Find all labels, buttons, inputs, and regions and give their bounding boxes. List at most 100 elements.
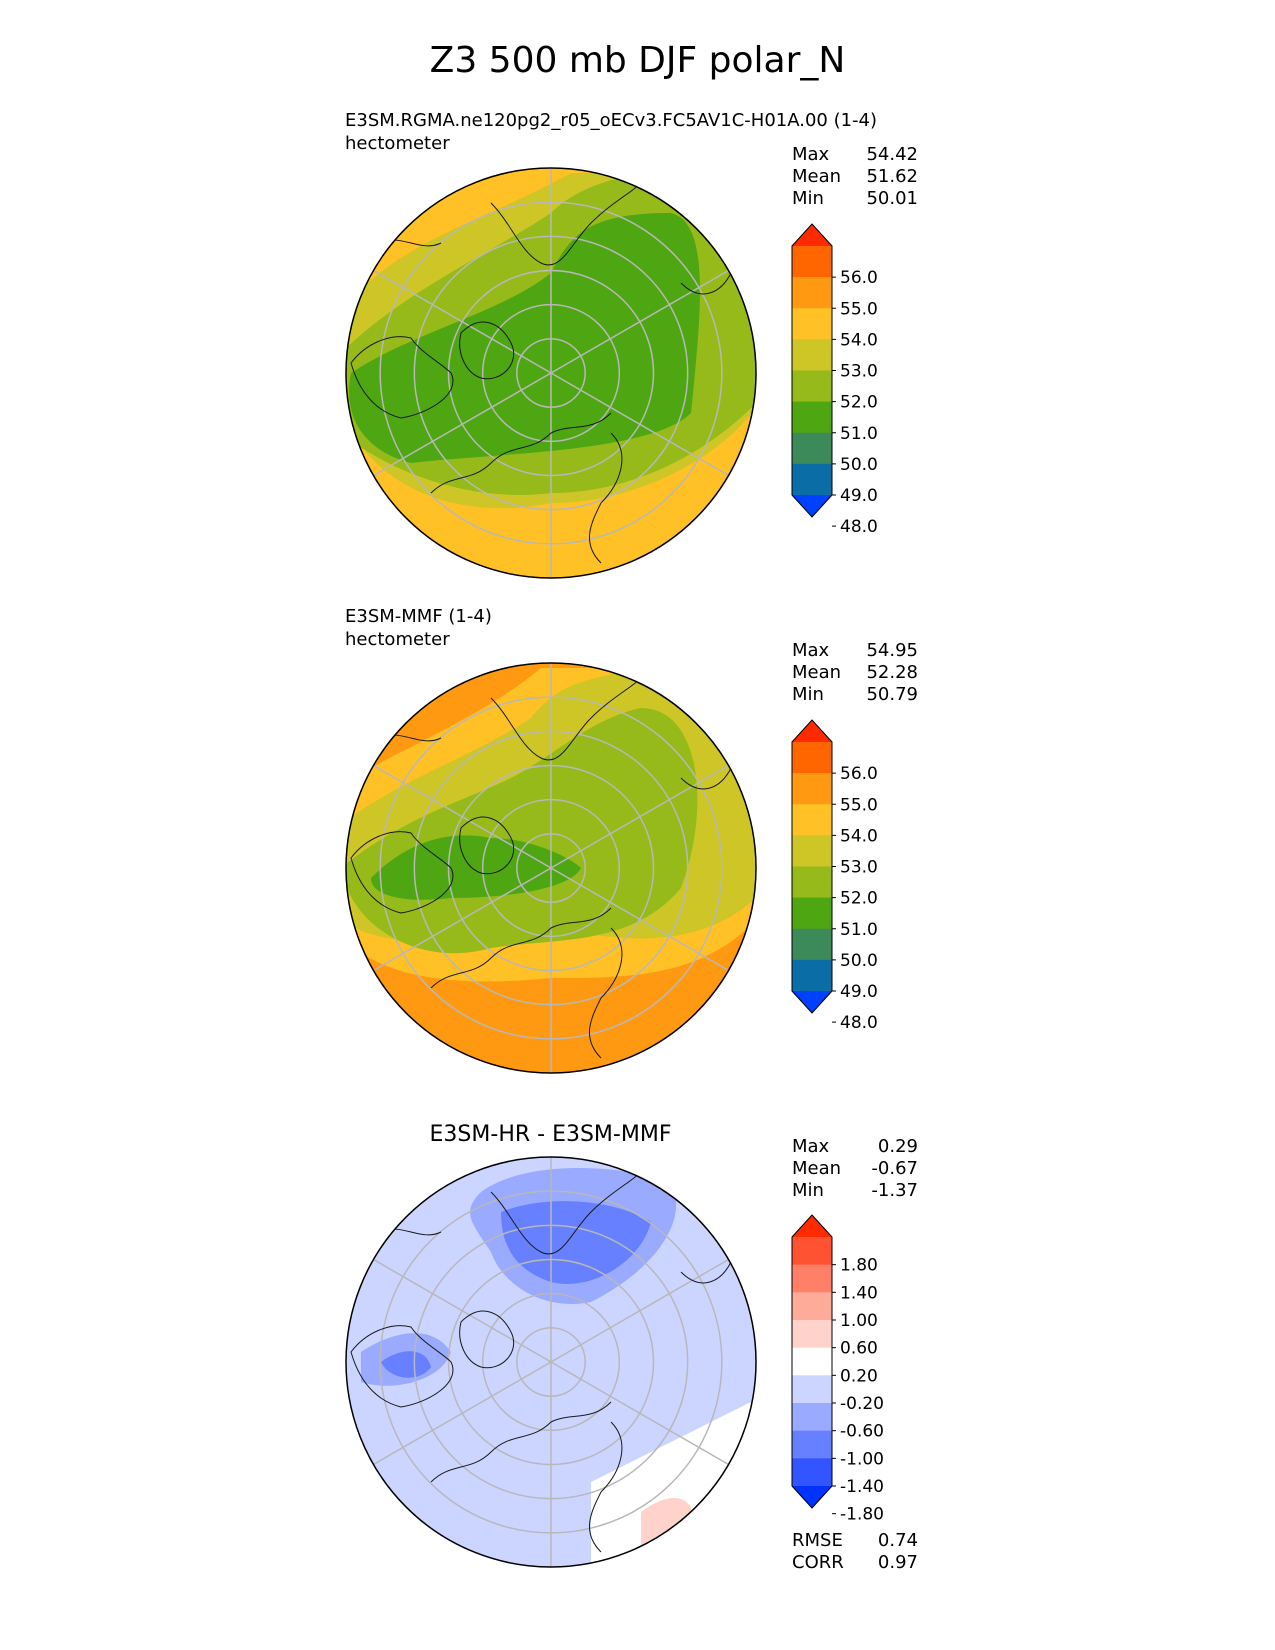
stat-value: 50.01 bbox=[866, 188, 918, 209]
colorbar-segment bbox=[792, 1430, 832, 1459]
colorbar-tick-label: 52.0 bbox=[840, 393, 878, 413]
gridlines bbox=[373, 663, 729, 1073]
colorbar-tick-label: -0.20 bbox=[840, 1394, 884, 1414]
colorbar-segment bbox=[792, 1237, 832, 1266]
coastline bbox=[588, 1421, 623, 1553]
colorbar-tick-label: 49.0 bbox=[840, 982, 878, 1002]
meridian-line bbox=[550, 764, 729, 869]
colorbar-segment bbox=[792, 773, 832, 805]
meridian-line bbox=[373, 372, 552, 477]
panel3-stats: Max 0.29 Mean -0.67 Min -1.37 bbox=[792, 1136, 918, 1202]
meridian-line bbox=[373, 269, 552, 374]
contour-region bbox=[381, 1201, 651, 1378]
meridian-line bbox=[550, 1361, 729, 1466]
colorbar-segment bbox=[792, 1458, 832, 1487]
contour-region bbox=[371, 835, 581, 900]
colorbar-segment bbox=[792, 308, 832, 340]
colorbar-tick-label: -1.80 bbox=[840, 1505, 884, 1525]
coastline bbox=[680, 767, 732, 790]
contour-fills bbox=[346, 168, 756, 578]
stat-label: Min bbox=[792, 188, 824, 209]
map-boundary bbox=[345, 1156, 757, 1568]
coastline bbox=[350, 336, 454, 419]
colorbar-tick-label: 50.0 bbox=[840, 951, 878, 971]
map-boundary bbox=[345, 662, 757, 1074]
meridian-line bbox=[373, 867, 552, 972]
stat-value: 54.42 bbox=[866, 144, 918, 165]
colorbar-segment bbox=[792, 1403, 832, 1432]
stat-label: Max bbox=[792, 1136, 830, 1157]
colorbar-extend-bottom bbox=[792, 495, 832, 517]
colorbar-segment bbox=[792, 1264, 832, 1293]
stat-value: 0.29 bbox=[877, 1136, 918, 1157]
colorbar-tick-label: 1.80 bbox=[840, 1256, 878, 1276]
coastline bbox=[588, 432, 623, 564]
colorbar-segment bbox=[792, 246, 832, 278]
colorbar-extend-bottom bbox=[792, 1486, 832, 1508]
colorbar-segment bbox=[792, 742, 832, 774]
colorbar-tick-label: 55.0 bbox=[840, 795, 878, 815]
coastline bbox=[490, 1171, 642, 1255]
coastline bbox=[680, 272, 732, 295]
coastline bbox=[459, 321, 515, 380]
colorbar-extend-top bbox=[792, 720, 832, 742]
colorbar-1: 56.0 55.0 54.0 53.0 52.0 51.0 50.0 49.0 48.0 bbox=[791, 223, 878, 537]
meridian-line bbox=[373, 1258, 552, 1363]
panel3-title: E3SM-HR - E3SM-MMF bbox=[429, 1122, 672, 1147]
colorbar-tick-label: 0.60 bbox=[840, 1339, 878, 1359]
meridian-line bbox=[373, 1361, 552, 1466]
meridian-line bbox=[550, 269, 729, 374]
stat-value: -0.67 bbox=[871, 1158, 918, 1179]
meridian-line bbox=[550, 1258, 729, 1363]
colorbar-segment bbox=[792, 866, 832, 899]
colorbar-3: 1.80 1.40 1.00 0.60 0.20 -0.20 -0.60 -1.00 -1.40… bbox=[791, 1214, 884, 1525]
colorbar-tick-label: 48.0 bbox=[840, 517, 878, 537]
colorbar-tick-label: 51.0 bbox=[840, 424, 878, 444]
colorbar-segment bbox=[792, 1292, 832, 1321]
stat-label: Min bbox=[792, 1180, 824, 1201]
colorbar-segment bbox=[792, 432, 832, 465]
contour-region bbox=[349, 213, 700, 463]
colorbar-segment bbox=[792, 339, 832, 371]
colorbar-segment bbox=[792, 1375, 832, 1404]
colorbar-tick-label: 50.0 bbox=[840, 455, 878, 475]
coastline bbox=[490, 182, 642, 266]
stat-value: 52.28 bbox=[866, 662, 918, 683]
colorbar-tick-label: 56.0 bbox=[840, 764, 878, 784]
metric-value: 0.74 bbox=[877, 1530, 918, 1551]
colorbar-segment bbox=[792, 370, 832, 403]
coastline bbox=[680, 1261, 732, 1284]
panel1-units: hectometer bbox=[345, 133, 450, 154]
colorbar-segment bbox=[792, 1320, 832, 1349]
contour-fills bbox=[346, 1157, 756, 1567]
colorbar-tick-label: 55.0 bbox=[840, 299, 878, 319]
colorbar-2: 56.0 55.0 54.0 53.0 52.0 51.0 50.0 49.0 48.0 bbox=[791, 719, 878, 1033]
colorbar-segment bbox=[792, 928, 832, 961]
coastline bbox=[350, 1325, 454, 1408]
colorbar-tick-label: 54.0 bbox=[840, 330, 878, 350]
coastlines bbox=[350, 182, 732, 564]
coastline bbox=[430, 412, 612, 494]
colorbar-segment bbox=[792, 277, 832, 309]
map-boundary bbox=[345, 167, 757, 579]
colorbar-tick-label: 51.0 bbox=[840, 920, 878, 940]
coastline bbox=[430, 907, 612, 989]
colorbar-tick-label: -0.60 bbox=[840, 1422, 884, 1442]
metric-label: CORR bbox=[792, 1552, 844, 1573]
colorbar-tick-label: 49.0 bbox=[840, 486, 878, 506]
stat-value: -1.37 bbox=[871, 1180, 918, 1201]
coastline bbox=[490, 677, 642, 761]
colorbar-segment bbox=[792, 401, 832, 434]
colorbar-segment bbox=[792, 835, 832, 867]
coastline bbox=[459, 1310, 515, 1369]
metric-value: 0.97 bbox=[877, 1552, 918, 1573]
colorbar-tick-label: 56.0 bbox=[840, 268, 878, 288]
panel1-stats: Max 54.42 Mean 51.62 Min 50.01 bbox=[792, 144, 918, 210]
stat-value: 50.79 bbox=[866, 684, 918, 705]
colorbar-extend-bottom bbox=[792, 991, 832, 1013]
stat-label: Min bbox=[792, 684, 824, 705]
colorbar-tick-label: -1.40 bbox=[840, 1477, 884, 1497]
stat-label: Mean bbox=[792, 1158, 842, 1179]
